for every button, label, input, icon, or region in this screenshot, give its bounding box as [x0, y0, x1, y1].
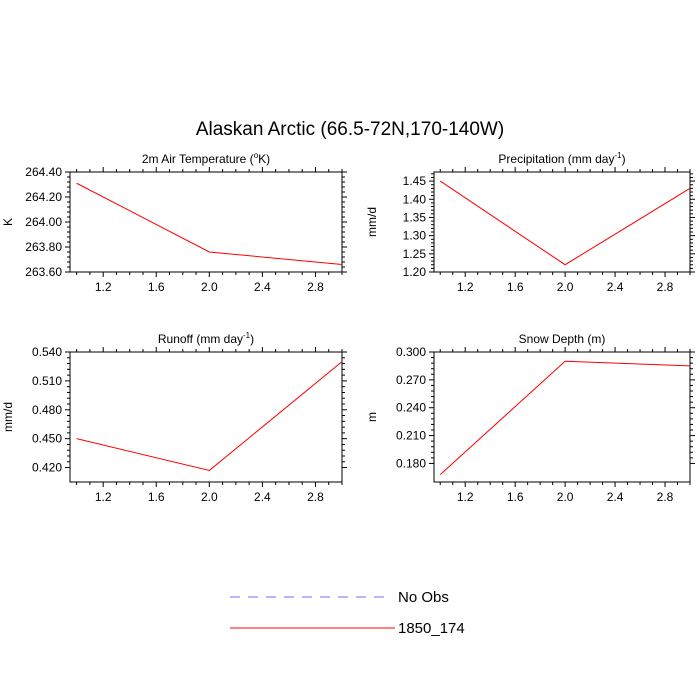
plot-frame: [433, 351, 691, 483]
y-tick-label: 0.420: [32, 461, 62, 475]
x-tick-label: 1.2: [95, 280, 112, 294]
legend: No Obs 1850_174: [230, 589, 465, 637]
y-tick-label: 1.45: [403, 174, 427, 188]
x-tick-label: 1.2: [95, 490, 112, 504]
x-tick-label: 2.4: [607, 280, 624, 294]
y-tick-label: 264.40: [25, 165, 62, 179]
series-line-1850-174: [439, 360, 691, 475]
x-tick-label: 1.6: [507, 490, 524, 504]
x-tick-label: 2.0: [201, 280, 218, 294]
y-axis-label: K: [1, 218, 15, 226]
x-tick-label: 1.6: [148, 280, 165, 294]
panel-title: 2m Air Temperature (oK): [142, 151, 270, 166]
y-tick-label: 0.450: [32, 432, 62, 446]
legend-label-no-obs: No Obs: [398, 589, 449, 606]
plot-frame: [433, 171, 691, 273]
chart-panel-2: Precipitation (mm day-1) mm/d 1.2 1.6 2.0 2.4…: [365, 151, 695, 294]
x-tick-label: 2.8: [307, 490, 324, 504]
y-tick-label: 264.00: [25, 215, 62, 229]
y-tick-label: 1.40: [403, 192, 427, 206]
y-tick-label: 0.480: [32, 403, 62, 417]
chart-panels: 2m Air Temperature (oK) K 1.2 1.6 2.0 2.4 2.8 2…: [1, 151, 695, 504]
y-tick-label: 0.300: [396, 345, 426, 359]
y-tick-label: 1.30: [403, 229, 427, 243]
figure-title: Alaskan Arctic (66.5-72N,170-140W): [196, 119, 504, 140]
y-tick-label: 1.20: [403, 265, 427, 279]
chart-panel-4: Snow Depth (m) m 1.2 1.6 2.0 2.4 2.8 0.180 0.210…: [365, 332, 695, 504]
y-tick-label: 1.35: [403, 210, 427, 224]
y-tick-label: 263.80: [25, 240, 62, 254]
y-tick-label: 1.25: [403, 247, 427, 261]
x-tick-label: 1.6: [148, 490, 165, 504]
x-tick-label: 2.8: [657, 490, 674, 504]
y-tick-label: 0.510: [32, 374, 62, 388]
chart-panel-1: 2m Air Temperature (oK) K 1.2 1.6 2.0 2.4 2.8 2…: [1, 151, 347, 294]
panel-title: Snow Depth (m): [519, 332, 606, 346]
legend-label-1850-174: 1850_174: [398, 620, 465, 637]
x-tick-label: 2.4: [254, 280, 271, 294]
plot-frame: [69, 351, 343, 483]
plot-frame: [69, 171, 343, 273]
y-axis-label: m: [365, 412, 379, 422]
y-axis-label: mm/d: [1, 402, 15, 432]
panel-title: Precipitation (mm day-1): [498, 151, 625, 166]
y-tick-label: 0.270: [396, 373, 426, 387]
y-axis-label: mm/d: [365, 207, 379, 237]
series-line-1850-174: [76, 361, 343, 471]
series-line-1850-174: [76, 182, 343, 265]
chart-panel-3: Runoff (mm day-1) mm/d 1.2 1.6 2.0 2.4 2.8 0.42…: [1, 331, 347, 504]
series-line-1850-174: [439, 180, 691, 266]
x-tick-label: 2.4: [254, 490, 271, 504]
x-tick-label: 2.8: [307, 280, 324, 294]
panel-title: Runoff (mm day-1): [158, 331, 254, 346]
y-tick-label: 0.180: [396, 456, 426, 470]
y-tick-label: 0.240: [396, 401, 426, 415]
y-tick-label: 263.60: [25, 265, 62, 279]
x-tick-label: 2.0: [201, 490, 218, 504]
y-tick-label: 0.210: [396, 429, 426, 443]
x-tick-label: 1.2: [457, 280, 474, 294]
x-tick-label: 2.4: [607, 490, 624, 504]
y-tick-label: 0.540: [32, 345, 62, 359]
y-tick-label: 264.20: [25, 190, 62, 204]
x-tick-label: 2.0: [557, 490, 574, 504]
x-tick-label: 1.2: [457, 490, 474, 504]
x-tick-label: 2.0: [557, 280, 574, 294]
x-tick-label: 1.6: [507, 280, 524, 294]
x-tick-label: 2.8: [657, 280, 674, 294]
